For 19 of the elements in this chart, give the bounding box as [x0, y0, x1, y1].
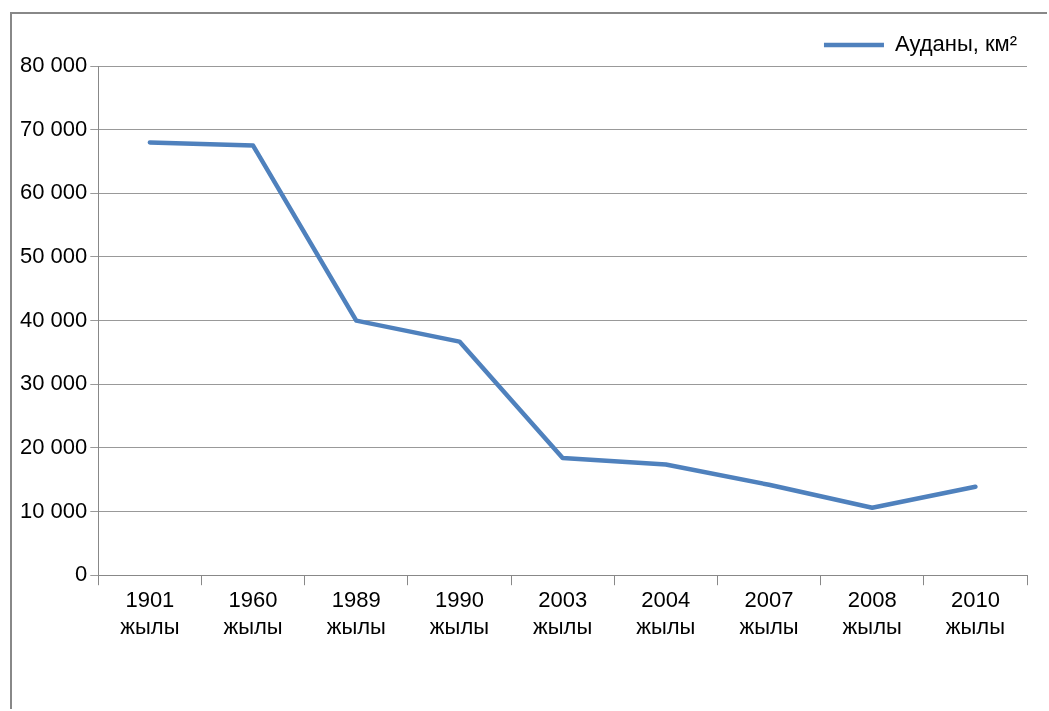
x-tick-label: 2004 жылы — [636, 587, 696, 639]
x-tick-label: 1901 жылы — [120, 587, 180, 639]
x-tick-label: 2007 жылы — [739, 587, 799, 639]
y-tick-label: 60 000 — [19, 179, 88, 205]
legend-label: Ауданы, км² — [894, 31, 1017, 57]
x-tick-label: 1960 жылы — [223, 587, 283, 639]
y-tick-label: 50 000 — [19, 243, 88, 269]
x-tick-label: 2008 жылы — [842, 587, 902, 639]
x-tick-label: 1990 жылы — [429, 587, 490, 639]
y-tick-label: 30 000 — [19, 370, 88, 396]
x-tick-label: 2003 жылы — [533, 587, 593, 639]
x-tick-label: 1989 жылы — [326, 587, 386, 639]
y-tick-label: 20 000 — [19, 433, 88, 459]
y-tick-label: 0 — [75, 561, 88, 587]
y-tick-label: 40 000 — [19, 306, 88, 332]
y-tick-label: 10 000 — [19, 497, 88, 523]
y-tick-label: 80 000 — [19, 52, 88, 78]
y-tick-label: 70 000 — [19, 115, 88, 141]
x-tick-label: 2010 жылы — [945, 587, 1005, 639]
